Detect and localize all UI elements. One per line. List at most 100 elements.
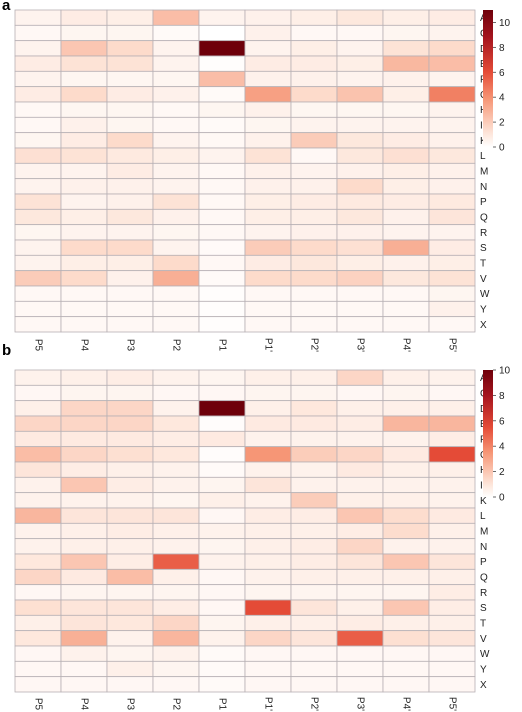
heatmap-cell	[60, 507, 108, 524]
heatmap-cell	[336, 446, 384, 463]
row-tick-label: W	[480, 649, 490, 660]
heatmap-cell	[152, 614, 200, 632]
heatmap-cell	[198, 584, 246, 601]
heatmap-cell	[60, 553, 108, 570]
heatmap-cell	[14, 476, 62, 494]
heatmap-cell	[198, 86, 246, 103]
row-tick-label: Y	[480, 305, 487, 316]
heatmap-cell	[382, 522, 430, 540]
row-tick-label: L	[480, 151, 486, 162]
heatmap-cell	[244, 492, 292, 509]
heatmap-cell	[152, 538, 200, 555]
column-tick-label: P5	[32, 698, 43, 711]
heatmap-cell	[336, 24, 384, 42]
heatmap-cell	[244, 584, 292, 601]
heatmap-cell	[290, 70, 338, 88]
heatmap-cell	[336, 599, 384, 616]
heatmap-cell	[382, 614, 430, 632]
heatmap-cell	[198, 316, 246, 333]
heatmap-cell	[290, 132, 338, 149]
heatmap-cell	[244, 193, 292, 210]
heatmap-cell	[290, 538, 338, 555]
heatmap-cell	[290, 193, 338, 210]
heatmap-cell	[244, 162, 292, 180]
heatmap-cell	[290, 300, 338, 318]
heatmap-cell	[382, 270, 430, 287]
heatmap-cell	[428, 446, 476, 463]
heatmap-cell	[14, 507, 62, 524]
heatmap-cell	[382, 86, 430, 103]
heatmap-cell	[244, 9, 292, 26]
heatmap-cell	[244, 614, 292, 632]
heatmap-cell	[152, 446, 200, 463]
heatmap-cell	[428, 147, 476, 164]
heatmap-cell	[198, 162, 246, 180]
column-tick-label: P5	[32, 339, 43, 352]
heatmap-cell	[382, 492, 430, 509]
heatmap-cell	[60, 316, 108, 333]
heatmap-cell	[382, 630, 430, 647]
column-tick-label: P1	[216, 339, 227, 352]
colorbar	[483, 370, 493, 497]
column-tick-label: P2'	[308, 697, 319, 711]
heatmap-cell	[152, 415, 200, 432]
heatmap-cell	[60, 86, 108, 103]
column-tick-label: P1'	[262, 338, 273, 352]
heatmap-cell	[428, 132, 476, 149]
heatmap-cell	[290, 476, 338, 494]
heatmap-cell	[106, 553, 154, 570]
heatmap-cell	[60, 224, 108, 241]
heatmap-cell	[382, 208, 430, 226]
heatmap-cell	[382, 224, 430, 241]
heatmap-cell	[382, 599, 430, 616]
heatmap-cell	[428, 40, 476, 57]
heatmap-cell	[14, 116, 62, 134]
row-tick-label: X	[480, 320, 487, 331]
heatmap-cell	[106, 630, 154, 647]
heatmap-cell	[428, 116, 476, 134]
heatmap-cell	[382, 568, 430, 586]
heatmap-cell	[152, 254, 200, 272]
heatmap-cell	[152, 224, 200, 241]
heatmap-cell	[382, 461, 430, 478]
heatmap-cell	[382, 538, 430, 555]
heatmap-cell	[198, 384, 246, 402]
heatmap-cell	[198, 553, 246, 570]
heatmap-cell	[244, 285, 292, 302]
heatmap-cell	[244, 522, 292, 540]
heatmap-cell	[198, 254, 246, 272]
heatmap-cell	[336, 538, 384, 555]
heatmap-cell	[14, 415, 62, 432]
heatmap-cell	[106, 568, 154, 586]
heatmap-cell	[106, 9, 154, 26]
heatmap-cell	[336, 630, 384, 647]
heatmap-cell	[60, 492, 108, 509]
heatmap-cell	[14, 208, 62, 226]
heatmap-cell	[336, 568, 384, 586]
heatmap-cell	[14, 660, 62, 678]
heatmap-cell	[428, 369, 476, 386]
heatmap-cell	[152, 522, 200, 540]
heatmap-cell	[152, 86, 200, 103]
heatmap-cell	[106, 507, 154, 524]
heatmap-cell	[14, 316, 62, 333]
heatmap-cell	[382, 400, 430, 417]
heatmap-cell	[106, 660, 154, 678]
column-tick-label: P5'	[446, 697, 457, 711]
heatmap-cell	[290, 568, 338, 586]
heatmap-cell	[106, 676, 154, 693]
heatmap-cell	[60, 101, 108, 118]
heatmap-cell	[290, 430, 338, 448]
heatmap-cell	[244, 208, 292, 226]
heatmap-cell	[428, 599, 476, 616]
heatmap-cell	[428, 70, 476, 88]
heatmap-cell	[152, 9, 200, 26]
heatmap-cell	[428, 24, 476, 42]
heatmap-cell	[336, 430, 384, 448]
column-tick-label: P1	[216, 698, 227, 711]
heatmap-cell	[198, 55, 246, 72]
heatmap-cell	[60, 193, 108, 210]
heatmap-cell	[382, 446, 430, 463]
column-tick-label: P3	[124, 339, 135, 352]
